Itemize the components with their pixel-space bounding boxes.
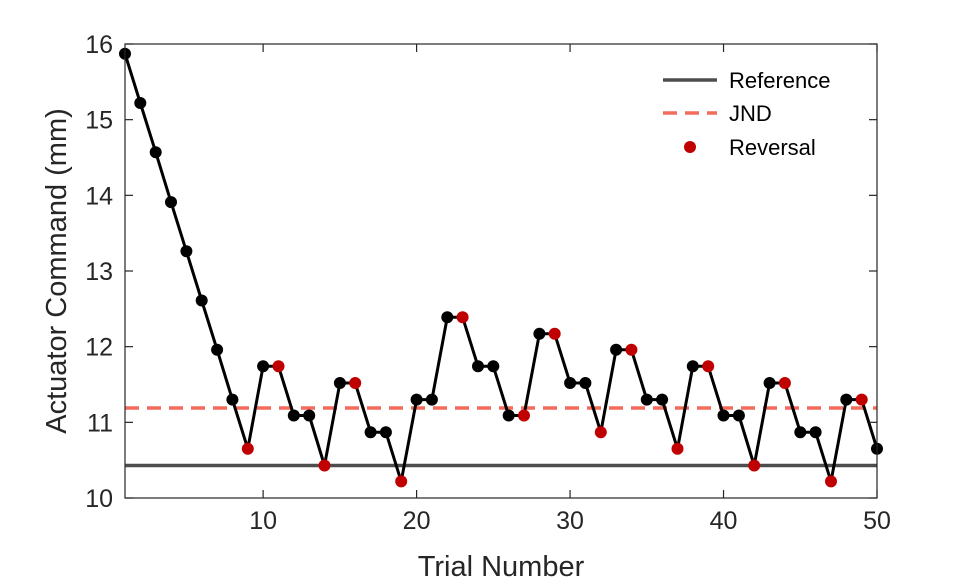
legend-reversal-marker bbox=[684, 141, 696, 153]
x-tick-label: 50 bbox=[863, 507, 891, 535]
reversal-point bbox=[241, 442, 254, 455]
data-point bbox=[533, 327, 546, 340]
data-point bbox=[610, 343, 623, 356]
data-point bbox=[165, 196, 177, 209]
data-point bbox=[410, 393, 423, 406]
reversal-point bbox=[625, 343, 638, 356]
data-point bbox=[640, 393, 653, 406]
reversal-point bbox=[671, 442, 684, 455]
y-axis-label: Actuator Command (mm) bbox=[41, 108, 73, 434]
data-point bbox=[364, 426, 377, 439]
staircase-line bbox=[123, 53, 879, 483]
data-point bbox=[303, 409, 316, 422]
data-point bbox=[472, 360, 484, 373]
reversal-point bbox=[825, 475, 837, 488]
y-tick-label: 14 bbox=[85, 182, 113, 210]
data-point bbox=[502, 409, 515, 422]
x-tick-label: 40 bbox=[710, 507, 738, 535]
data-point bbox=[149, 146, 162, 159]
data-point bbox=[379, 426, 392, 439]
reversal-point bbox=[594, 426, 607, 439]
data-point bbox=[487, 360, 500, 373]
x-tick-label: 20 bbox=[403, 507, 431, 535]
data-point bbox=[333, 377, 346, 389]
data-point bbox=[763, 377, 776, 389]
data-point bbox=[794, 426, 807, 439]
reversal-point bbox=[395, 475, 408, 488]
y-tick-label: 11 bbox=[87, 409, 113, 437]
legend-reference-label: Reference bbox=[729, 68, 831, 93]
reversal-point bbox=[518, 409, 530, 422]
reversal-point bbox=[548, 327, 561, 340]
y-tick-label: 15 bbox=[85, 107, 113, 135]
data-point bbox=[809, 426, 822, 439]
data-point bbox=[425, 393, 438, 406]
y-tick-label: 16 bbox=[85, 31, 113, 59]
legend-jnd-label: JND bbox=[729, 101, 772, 126]
x-axis-label: Trial Number bbox=[418, 551, 585, 583]
data-point bbox=[732, 409, 745, 422]
data-point bbox=[579, 377, 592, 389]
reversal-point bbox=[748, 459, 761, 472]
data-point bbox=[211, 343, 224, 356]
data-point bbox=[287, 409, 300, 422]
legend: Reference JND Reversal bbox=[663, 68, 831, 160]
data-point bbox=[840, 393, 853, 406]
y-tick-label: 10 bbox=[85, 485, 113, 513]
legend-reversal-label: Reversal bbox=[729, 135, 816, 160]
x-tick-label: 30 bbox=[556, 507, 584, 535]
reversal-point bbox=[778, 377, 791, 389]
reversal-point bbox=[702, 360, 715, 373]
data-point bbox=[195, 294, 208, 307]
reversal-point bbox=[855, 393, 868, 406]
reversal-point bbox=[272, 360, 285, 373]
data-point bbox=[564, 377, 577, 389]
data-point bbox=[717, 409, 730, 422]
data-point bbox=[686, 360, 699, 373]
data-point bbox=[226, 393, 239, 406]
y-tick-label: 13 bbox=[85, 258, 113, 286]
data-point bbox=[134, 97, 147, 109]
reversal-point bbox=[456, 311, 469, 324]
reversal-point bbox=[318, 459, 331, 472]
data-point bbox=[656, 393, 669, 406]
data-point bbox=[441, 311, 454, 324]
reversal-point bbox=[349, 377, 362, 389]
y-tick-label: 12 bbox=[85, 334, 113, 362]
data-point bbox=[180, 245, 193, 258]
data-point bbox=[257, 360, 270, 373]
x-tick-label: 10 bbox=[249, 507, 277, 535]
